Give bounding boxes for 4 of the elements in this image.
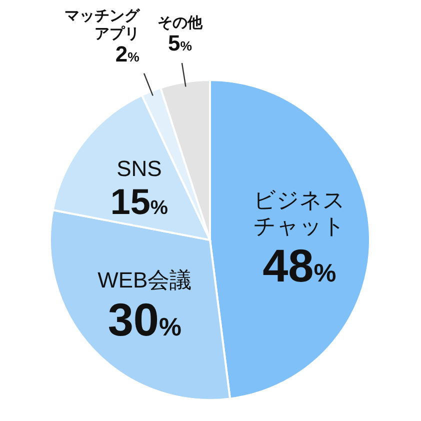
slice-label: マッチングアプリ: [64, 7, 140, 42]
data-label: 5%: [168, 30, 192, 56]
slice-label: その他: [157, 14, 204, 32]
data-label: 2%: [115, 41, 140, 66]
